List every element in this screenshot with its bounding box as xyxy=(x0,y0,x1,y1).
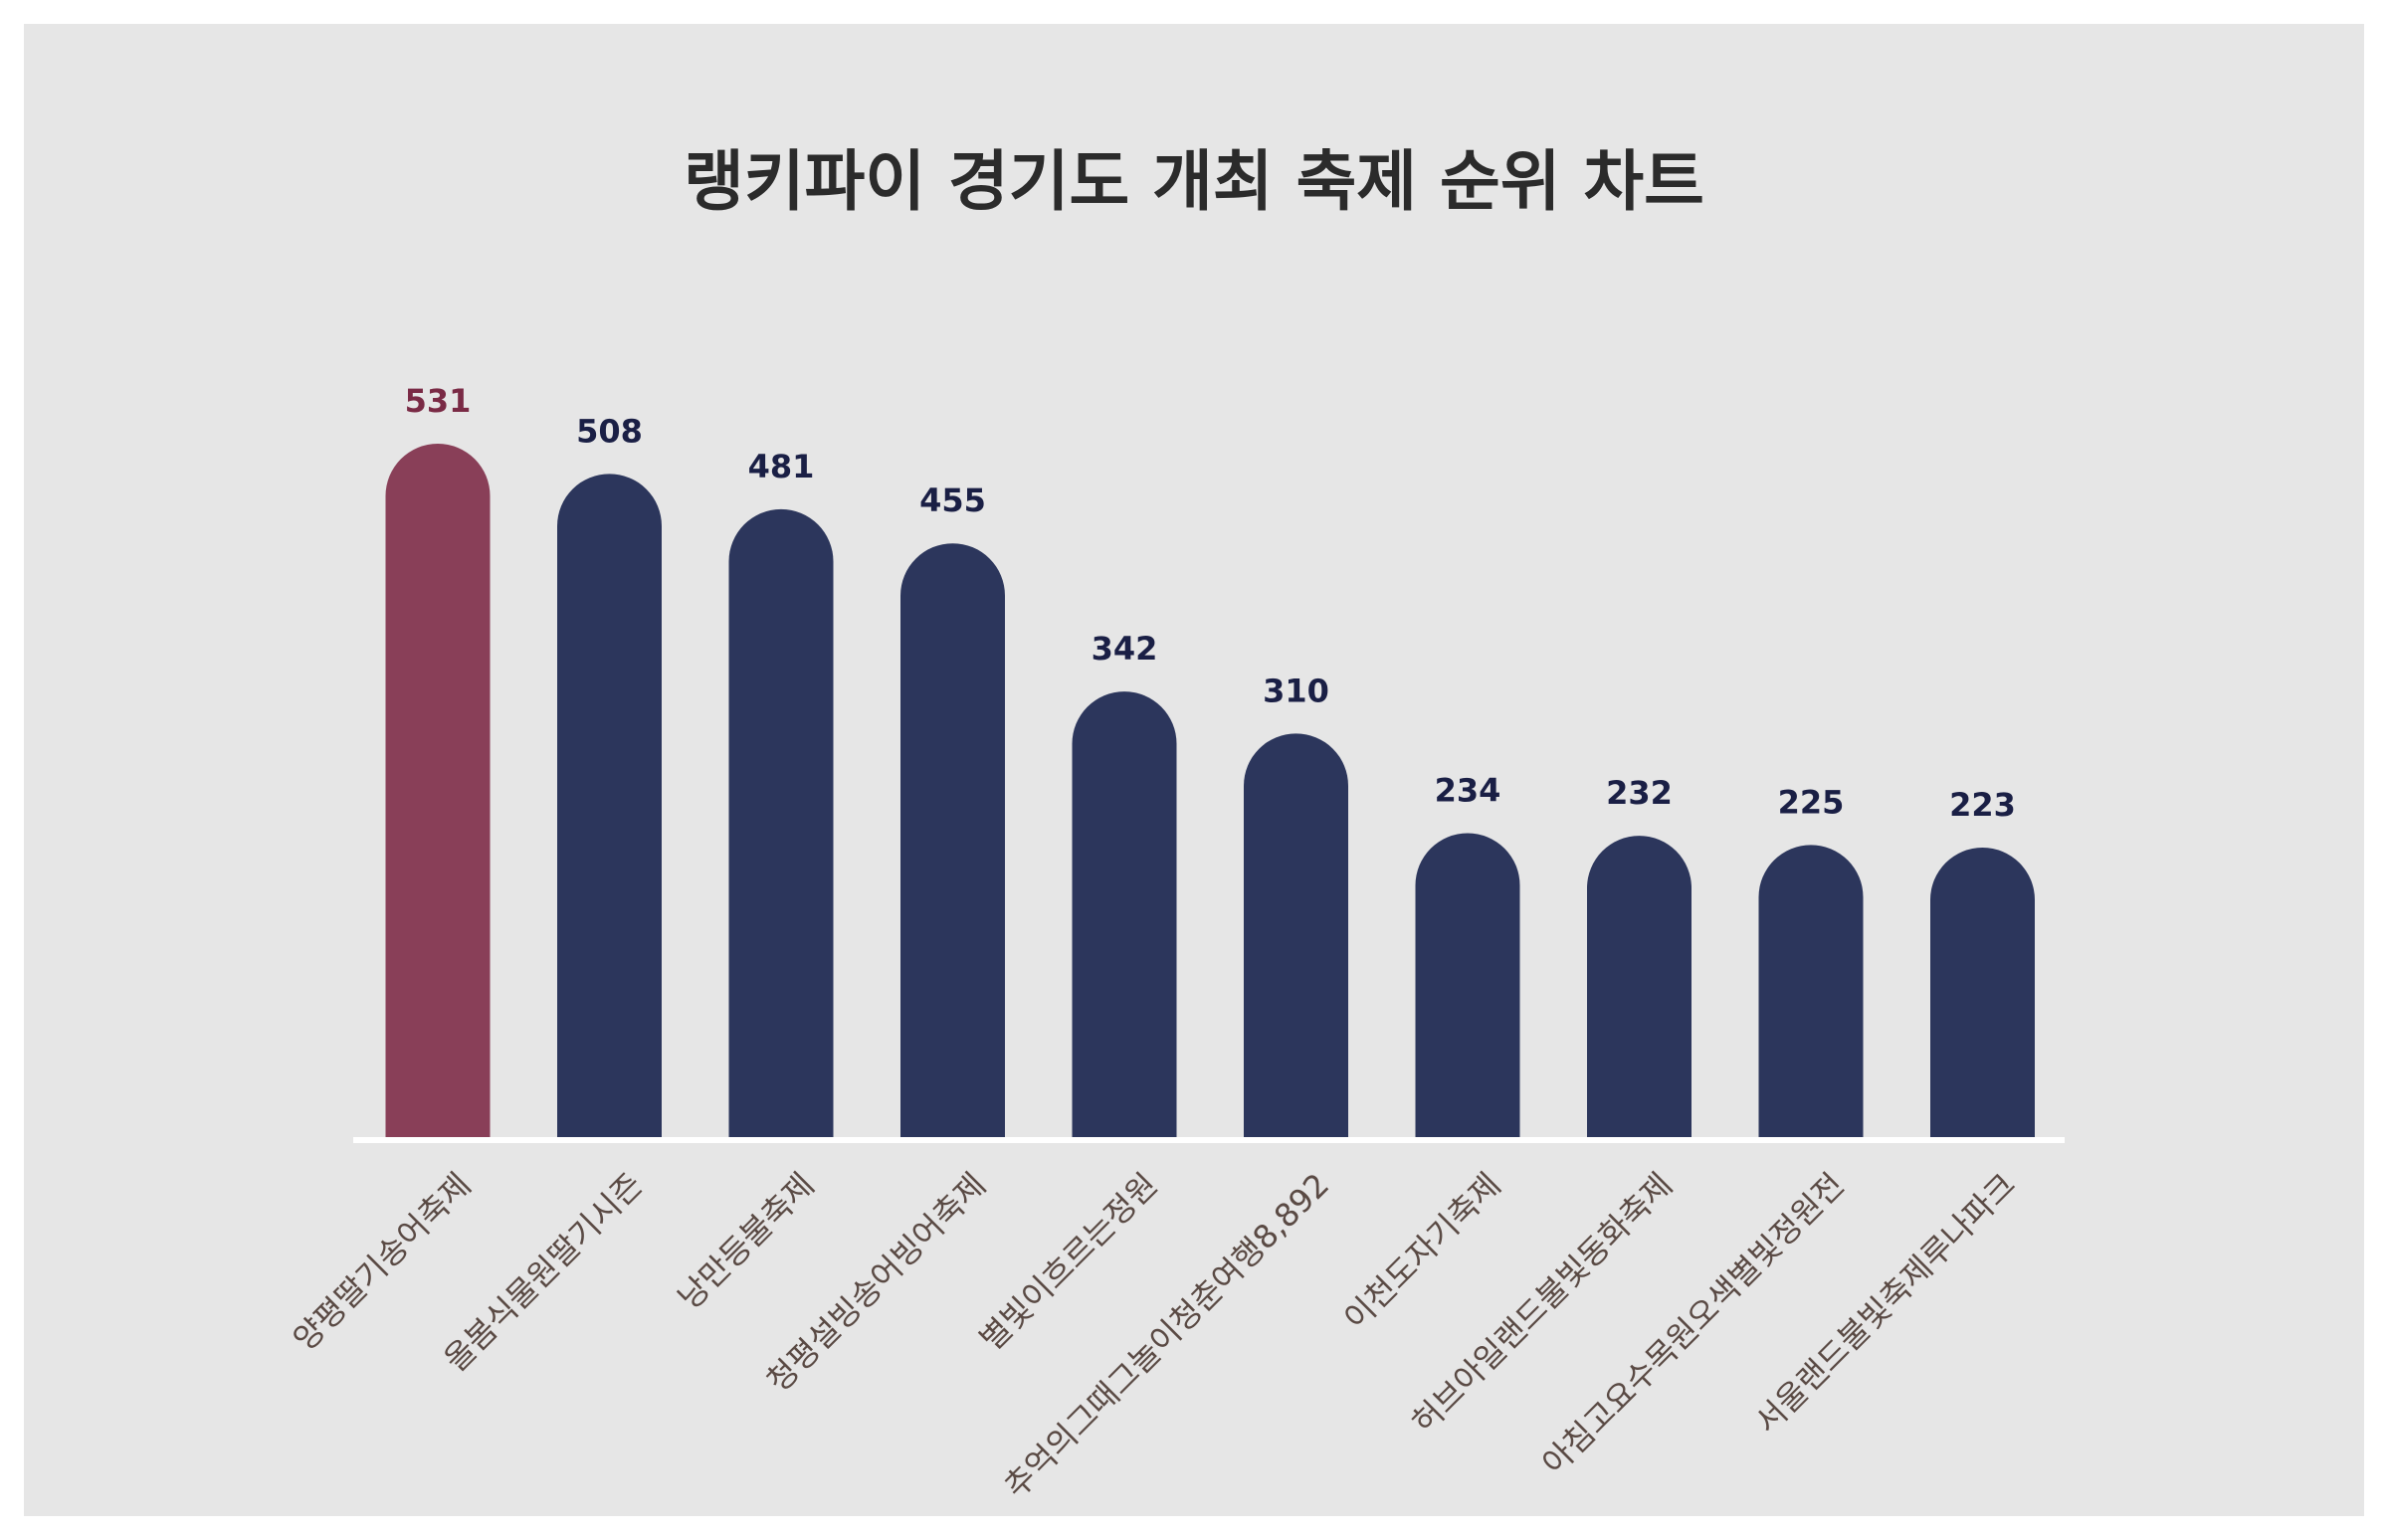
bar-6 xyxy=(1244,733,1348,1140)
bar-value-label-10: 223 xyxy=(1949,786,2016,824)
x-tick-label-1: 양평딸기송어축제 xyxy=(286,1166,478,1358)
bar-5 xyxy=(1072,691,1177,1140)
bar-8 xyxy=(1587,836,1692,1140)
bar-3 xyxy=(728,508,834,1140)
bar-4 xyxy=(900,543,1005,1140)
bar-7 xyxy=(1415,833,1520,1140)
bar-value-label-3: 481 xyxy=(748,448,815,485)
bar-value-label-8: 232 xyxy=(1606,774,1673,812)
bar-value-label-7: 234 xyxy=(1435,772,1501,810)
bar-value-label-6: 310 xyxy=(1263,672,1329,709)
bar-value-label-5: 342 xyxy=(1092,630,1158,668)
x-tick-label-3: 낭만등불축제 xyxy=(671,1166,822,1317)
value-labels-layer: 531 508 481 455 342 310 234 232 225 223 xyxy=(405,382,2016,824)
bar-2 xyxy=(557,474,662,1140)
bar-value-label-9: 225 xyxy=(1778,783,1845,821)
chart-title: 랭키파이 경기도 개최 축제 순위 차트 xyxy=(684,143,1704,220)
x-tick-label-9: 아침고요수목원오색별빛정원전 xyxy=(1534,1166,1851,1482)
bar-value-label-1: 531 xyxy=(405,382,472,420)
bar-value-label-2: 508 xyxy=(576,412,643,450)
x-tick-label-6: 추억의그때그놀이청춘여행8,892 xyxy=(997,1166,1336,1505)
bar-10 xyxy=(1930,848,2035,1140)
bar-9 xyxy=(1758,845,1864,1140)
x-tick-label-5: 별빛이흐르는정원 xyxy=(972,1166,1164,1358)
bar-1 xyxy=(385,444,491,1140)
bar-value-label-4: 455 xyxy=(919,481,986,519)
x-tick-label-7: 이천도자기축제 xyxy=(1336,1166,1508,1338)
bars-layer xyxy=(385,444,2035,1140)
